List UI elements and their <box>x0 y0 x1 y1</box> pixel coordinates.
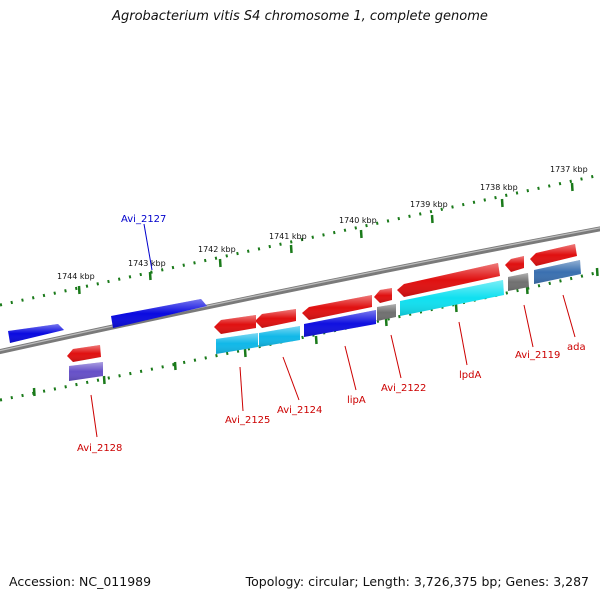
kbp-tick-label: 1739 kbp <box>410 200 448 209</box>
forward-strand-genes <box>8 299 207 343</box>
kbp-tick-label: 1738 kbp <box>480 183 518 192</box>
kbp-major-tick <box>570 182 574 192</box>
inner-major-tick <box>454 303 458 313</box>
inner-major-tick <box>102 375 106 385</box>
inner-major-tick <box>314 335 318 345</box>
gene-label-lpda[interactable]: lpdA <box>459 370 481 381</box>
chromosome-backbone <box>0 226 600 355</box>
kbp-major-tick <box>148 271 152 281</box>
kbp-tick-label: 1741 kbp <box>269 232 307 241</box>
cds-shading <box>69 260 581 381</box>
label-leaders <box>90 223 576 438</box>
cds-features <box>69 260 581 381</box>
kbp-tick-label: 1743 kbp <box>128 259 166 268</box>
kbp-major-tick <box>289 244 293 254</box>
kbp-scale: 1737 kbp 1738 kbp 1739 kbp 1740 kbp 1741 kbp… <box>32 165 599 397</box>
inner-major-tick <box>32 387 36 397</box>
gene-labels: Avi_2127 Avi_2128 Avi_2125 Avi_2124 lipA… <box>77 214 586 454</box>
map-title: Agrobacterium vitis S4 chromosome 1, com… <box>112 9 488 24</box>
kbp-tick-label: 1737 kbp <box>550 165 588 174</box>
gene-label-ada[interactable]: ada <box>567 342 586 353</box>
kbp-tick-label: 1740 kbp <box>339 216 377 225</box>
inner-major-tick <box>595 267 599 277</box>
reverse-strand-genes <box>67 244 577 362</box>
inner-major-tick <box>384 317 388 327</box>
accession-label: Accession: NC_011989 <box>9 574 152 589</box>
kbp-major-tick <box>430 214 434 224</box>
kbp-tick-label: 1742 kbp <box>198 245 236 254</box>
gene-label-avi-2128[interactable]: Avi_2128 <box>77 443 122 454</box>
gene-arrow-forward[interactable] <box>8 324 64 343</box>
inner-major-tick <box>173 361 177 371</box>
gene-label-avi-2122[interactable]: Avi_2122 <box>381 383 426 394</box>
kbp-tick-label: 1744 kbp <box>57 272 95 281</box>
kbp-major-tick <box>500 198 504 208</box>
gene-label-lipa[interactable]: lipA <box>347 395 366 406</box>
inner-major-tick <box>243 348 247 358</box>
kbp-major-tick <box>218 258 222 268</box>
chromosome-backbone-highlight <box>0 227 600 352</box>
kbp-major-tick <box>77 285 81 295</box>
gene-label-avi-2127[interactable]: Avi_2127 <box>121 214 166 225</box>
kbp-major-tick <box>359 229 363 239</box>
gene-label-avi-2119[interactable]: Avi_2119 <box>515 350 560 361</box>
gene-label-avi-2124[interactable]: Avi_2124 <box>277 405 322 416</box>
reverse-gene-shading <box>67 244 577 362</box>
gene-label-avi-2125[interactable]: Avi_2125 <box>225 415 270 426</box>
gene-arrow-avi-2127-shine <box>111 299 207 328</box>
genome-summary: Topology: circular; Length: 3,726,375 bp… <box>245 574 589 589</box>
